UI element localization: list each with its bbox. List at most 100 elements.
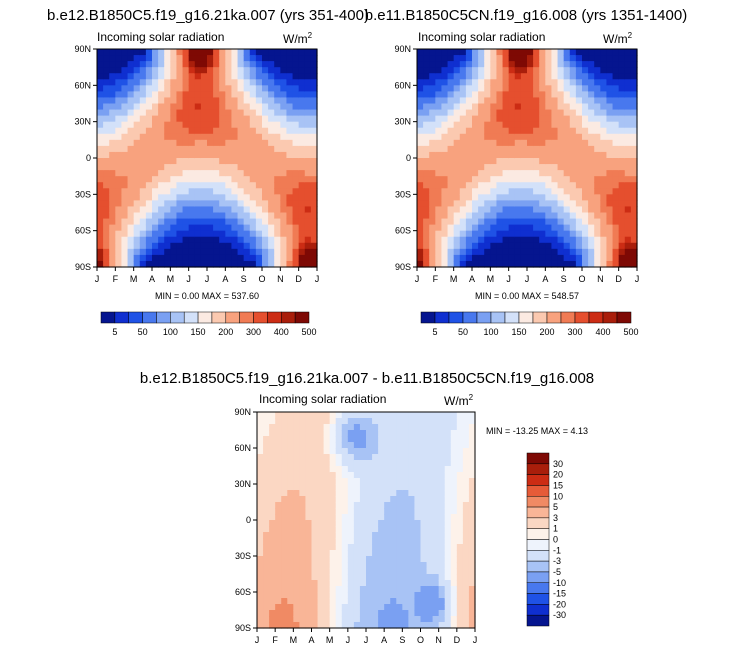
top-left-cell [268, 139, 275, 147]
top-right-cell [508, 158, 516, 165]
top-left-cell [231, 49, 239, 56]
bottom-cell [366, 448, 373, 455]
top-left-cell [225, 248, 233, 256]
bottom-cell [257, 460, 264, 467]
top-left-cell [207, 236, 214, 244]
top-right-xtick-label: J [635, 274, 640, 284]
top-left-cell [262, 224, 269, 232]
top-left-cell [115, 242, 123, 250]
bottom-cell [438, 484, 446, 491]
top-left-cell [243, 236, 251, 244]
bottom-cell [450, 484, 458, 491]
top-right-cell [484, 85, 491, 92]
top-right-cell [435, 121, 443, 129]
bottom-cell [444, 454, 452, 461]
top-right-cell [490, 182, 498, 189]
bottom-cell [462, 490, 470, 497]
top-right-cell [508, 260, 516, 268]
top-left-cell [207, 97, 214, 105]
bottom-cell [390, 460, 397, 467]
top-left-cell [286, 176, 294, 183]
top-right-cell [478, 242, 485, 250]
top-right-cell [429, 218, 436, 226]
top-right-cell [472, 79, 479, 86]
top-right-cell [417, 67, 424, 74]
top-right-cell [459, 115, 467, 123]
top-left-cell [243, 55, 251, 62]
top-left-cell [286, 55, 294, 62]
bottom-cell [299, 574, 307, 581]
top-right-cell [490, 127, 498, 135]
top-right-cell [514, 194, 522, 201]
bottom-cell [408, 598, 416, 605]
bottom-cell [462, 604, 470, 611]
top-left-cell [274, 115, 281, 123]
top-right-cell [520, 236, 528, 244]
top-left-cell [200, 248, 208, 256]
top-left-cell [274, 170, 281, 177]
top-right-cell [453, 67, 461, 74]
top-right-cell [472, 170, 479, 177]
top-right-cell [569, 115, 577, 123]
top-right-cell [563, 206, 571, 214]
top-left-cell [164, 79, 171, 86]
top-left-cell [103, 188, 110, 195]
bottom-cell [456, 562, 464, 569]
top-left-cell [103, 212, 110, 220]
top-right-cell [545, 200, 553, 208]
bottom-cell [366, 616, 373, 623]
top-left-cell [139, 224, 147, 232]
top-right-cell [423, 206, 430, 214]
bottom-cell [378, 412, 385, 419]
bottom-cell [366, 496, 373, 503]
bottom-cell [317, 418, 325, 425]
top-left-cell [249, 85, 257, 92]
top-right-cell [588, 115, 595, 123]
top-left-cell [139, 248, 147, 256]
bottom-cell [287, 604, 294, 611]
top-left-cell [219, 260, 226, 268]
top-right-cell [600, 145, 608, 153]
bottom-cell [317, 550, 325, 557]
top-left-cell [200, 133, 208, 141]
bottom-cell [408, 610, 416, 617]
top-right-cell [545, 109, 553, 117]
top-left-cell [97, 176, 104, 183]
bottom-cell [317, 586, 325, 593]
top-left-cell [225, 73, 233, 80]
top-left-cell [127, 67, 135, 74]
top-right-cell [575, 61, 583, 68]
top-left-cell [103, 139, 110, 147]
top-left-cell [103, 61, 110, 68]
top-left-cell [127, 97, 135, 105]
bottom-cell [372, 442, 379, 449]
bottom-colorbar-swatch [526, 485, 550, 497]
top-right-cell [472, 115, 479, 123]
top-right-cell [588, 188, 595, 195]
top-left-cell [176, 55, 184, 62]
top-left-cell [255, 206, 263, 214]
top-right-cell [575, 230, 583, 238]
top-right-cell [484, 248, 491, 256]
top-right-cell [618, 254, 626, 262]
top-right-cell [588, 109, 595, 117]
top-left-cell [286, 182, 294, 189]
top-left-cell [310, 109, 318, 117]
bottom-cell [432, 520, 440, 527]
top-right-cell [490, 121, 498, 129]
bottom-cell [462, 520, 470, 527]
top-right-cell [557, 260, 565, 268]
top-right-cell [459, 151, 467, 159]
bottom-cell [384, 610, 391, 617]
top-left-cell [188, 248, 196, 256]
top-left-cell [237, 133, 245, 141]
top-right-cell [630, 85, 638, 92]
top-left-cell [188, 206, 196, 214]
top-left-cell [298, 206, 306, 214]
bottom-cell [299, 436, 307, 443]
top-left-title: b.e12.B1850C5.f19_g16.21ka.007 (yrs 351-… [47, 7, 369, 24]
top-left-cell [176, 224, 184, 232]
top-right-cell [606, 248, 614, 256]
bottom-cell [384, 520, 391, 527]
bottom-cell [372, 454, 379, 461]
